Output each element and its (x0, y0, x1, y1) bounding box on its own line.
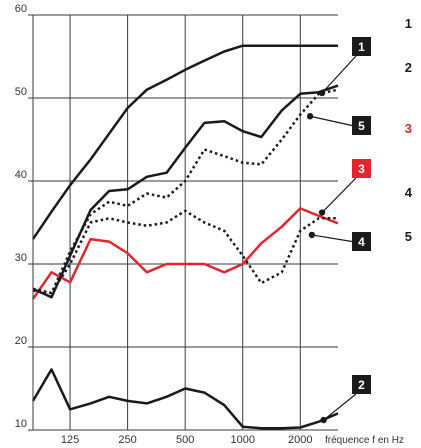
callout-badges: 1 5 3 4 2 (352, 37, 371, 394)
callout-badge-3 (352, 159, 371, 178)
callout-dot-2 (320, 416, 327, 424)
callout-badge-4 (352, 232, 371, 251)
x-axis-title: fréquence f en Hz (325, 435, 404, 446)
x-tick-label-2000: 2000 (288, 434, 312, 446)
series-lines (31, 44, 339, 430)
x-tick-label-1000: 1000 (230, 434, 254, 446)
y-tick-label-10: 10 (15, 418, 27, 430)
series-line-5 (32, 88, 339, 295)
y-tick-label-20: 20 (15, 335, 27, 347)
y-tick-label-40: 40 (15, 169, 27, 181)
callout-dot-4 (308, 231, 316, 239)
callout-badge-1 (352, 37, 371, 56)
axes: 10 20 30 40 50 60 125 250 500 1000 2000 (15, 3, 338, 446)
callout-badge-label-2: 2 (358, 378, 365, 392)
x-tick-label-125: 125 (61, 434, 79, 446)
callout-leader-5 (309, 115, 353, 127)
legend: 1 2 3 4 5 (405, 16, 413, 244)
callout-leader-3 (321, 177, 357, 213)
series-line-2 (31, 368, 339, 430)
callout-badge-label-4: 4 (358, 235, 365, 249)
callout-dot-3 (318, 209, 326, 216)
legend-entry-3: 3 (405, 121, 412, 136)
series-line-4 (32, 209, 338, 295)
series-line-1 (31, 44, 338, 240)
callout-leader-1 (321, 55, 357, 94)
y-tick-label-30: 30 (15, 252, 27, 264)
legend-entry-2: 2 (405, 60, 412, 75)
x-tick-label-250: 250 (118, 434, 136, 446)
callout-leader-2 (323, 393, 357, 421)
callout-badge-label-3: 3 (358, 162, 365, 176)
legend-entry-4: 4 (405, 185, 413, 200)
callout-badge-label-5: 5 (358, 119, 365, 133)
callout-dot-5 (306, 113, 314, 120)
grid (33, 15, 338, 430)
callout-badge-label-1: 1 (358, 40, 365, 54)
callout-leader-4 (311, 234, 353, 243)
callout-badge-2 (352, 375, 371, 394)
callout-dot-1 (318, 89, 326, 97)
series-line-3 (31, 207, 339, 300)
series-line-6 (32, 84, 339, 299)
x-tick-label-500: 500 (176, 434, 194, 446)
y-tick-label-50: 50 (15, 86, 27, 98)
callout-badge-5 (352, 116, 371, 135)
legend-entry-5: 5 (405, 229, 412, 244)
legend-entry-1: 1 (405, 16, 412, 31)
callout-leaders (306, 55, 357, 424)
y-tick-label-60: 60 (15, 3, 27, 15)
